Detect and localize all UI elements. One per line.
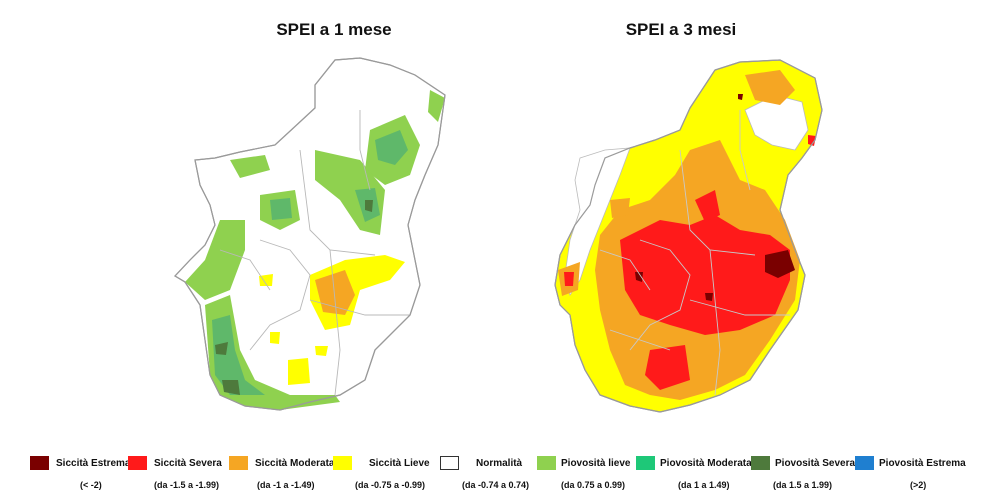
area-siccita-lieve — [288, 358, 310, 385]
map-spei-1-month — [174, 57, 446, 411]
area-siccita-severa — [564, 272, 574, 286]
region-border — [174, 57, 446, 411]
legend-swatch — [128, 456, 147, 470]
map-legend: Siccità Estrema (< -2) Siccità Severa (d… — [0, 455, 982, 495]
legend-swatch — [636, 456, 655, 470]
internal-boundaries — [219, 110, 410, 396]
legend-swatch — [229, 456, 248, 470]
area-siccita-severa — [620, 215, 790, 335]
area-siccita-estrema — [738, 94, 743, 100]
legend-label: Piovosità Moderata — [660, 458, 752, 469]
legend-label: Siccità Moderata — [255, 458, 335, 469]
area-siccita-severa — [695, 190, 720, 222]
area-piovosita-lieve — [185, 220, 245, 300]
area-piovosita-moderata — [375, 130, 408, 165]
legend-swatch — [333, 456, 352, 470]
legend-swatch — [30, 456, 49, 470]
legend-label: Piovosità Severa — [775, 458, 856, 469]
area-piovosita-moderata — [270, 198, 292, 220]
region-border — [554, 59, 823, 413]
area-siccita-estrema — [705, 293, 713, 301]
legend-swatch — [855, 456, 874, 470]
legend-swatch — [440, 456, 459, 470]
area-piovosita-lieve — [230, 155, 270, 178]
area-siccita-lieve — [315, 346, 328, 356]
area-siccita-estrema — [765, 250, 795, 278]
area-siccita-lieve — [259, 274, 273, 286]
area-piovosita-moderata — [212, 315, 265, 395]
map-title-spei-1-month: SPEI a 1 mese — [276, 20, 392, 39]
area-siccita-lieve — [270, 332, 280, 344]
area-siccita-severa — [808, 135, 816, 146]
legend-range: (da 1 a 1.49) — [678, 480, 730, 490]
legend-label: Piovosità Estrema — [879, 458, 966, 469]
legend-swatch — [537, 456, 556, 470]
legend-label: Siccità Lieve — [369, 458, 430, 469]
area-siccita-severa — [645, 345, 690, 390]
legend-range: (da -0.74 a 0.74) — [462, 480, 530, 490]
area-piovosita-severa — [222, 380, 240, 395]
area-piovosita-severa — [215, 342, 228, 355]
map-title-spei-3-months: SPEI a 3 mesi — [625, 20, 737, 39]
legend-range: (>2) — [910, 480, 927, 490]
legend-range: (da 1.5 a 1.99) — [773, 480, 833, 490]
legend-range: (< -2) — [80, 480, 102, 490]
legend-range: (da -1 a -1.49) — [257, 480, 315, 490]
legend-label: Normalità — [476, 458, 523, 469]
legend-label: Piovosità lieve — [561, 458, 631, 469]
area-normalita — [564, 147, 631, 296]
legend-range: (da 0.75 a 0.99) — [561, 480, 626, 490]
legend-label: Siccità Estrema — [56, 458, 131, 469]
area-siccita-moderata — [745, 70, 795, 105]
area-siccita-estrema — [635, 272, 643, 282]
legend-label: Siccità Severa — [154, 458, 222, 469]
area-piovosita-lieve — [428, 90, 445, 122]
legend-range: (da -1.5 a -1.99) — [154, 480, 220, 490]
internal-boundaries — [599, 110, 790, 396]
legend-range: (da -0.75 a -0.99) — [355, 480, 426, 490]
area-piovosita-severa — [365, 200, 373, 212]
map-spei-3-months — [554, 59, 823, 413]
legend-swatch — [751, 456, 770, 470]
area-siccita-moderata — [610, 198, 630, 218]
